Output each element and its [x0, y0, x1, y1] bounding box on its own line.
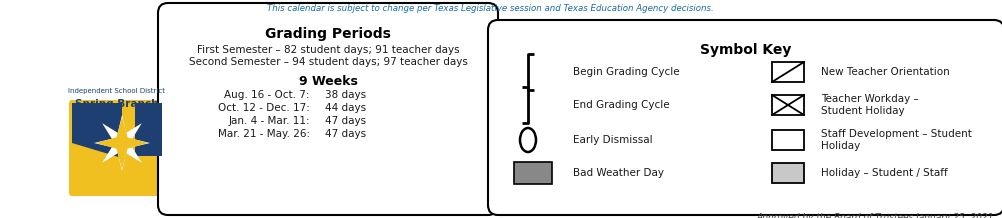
Bar [772, 62, 804, 82]
Bar [514, 162, 552, 184]
Bar [772, 163, 804, 183]
Polygon shape [72, 103, 122, 158]
Bar [772, 95, 804, 115]
Text: Spring Branch: Spring Branch [75, 99, 158, 109]
Text: Symbol Key: Symbol Key [700, 43, 792, 57]
Text: New Teacher Orientation: New Teacher Orientation [821, 67, 950, 77]
Polygon shape [96, 117, 148, 169]
Text: First Semester – 82 student days; 91 teacher days: First Semester – 82 student days; 91 tea… [196, 45, 459, 55]
Polygon shape [135, 103, 162, 156]
Text: 47 days: 47 days [325, 116, 366, 126]
Text: Second Semester – 94 student days; 97 teacher days: Second Semester – 94 student days; 97 te… [188, 57, 468, 67]
FancyBboxPatch shape [488, 20, 1002, 215]
FancyBboxPatch shape [158, 3, 498, 215]
Text: Staff Development – Student
Holiday: Staff Development – Student Holiday [821, 129, 972, 151]
Text: Bad Weather Day: Bad Weather Day [573, 168, 664, 178]
Text: Jan. 4 - Mar. 11:: Jan. 4 - Mar. 11: [228, 116, 310, 126]
Text: This calendar is subject to change per Texas Legislative session and Texas Educa: This calendar is subject to change per T… [267, 4, 713, 13]
Text: Holiday – Student / Staff: Holiday – Student / Staff [821, 168, 948, 178]
Bar [772, 130, 804, 150]
Text: 47 days: 47 days [325, 129, 366, 139]
Text: Begin Grading Cycle: Begin Grading Cycle [573, 67, 679, 77]
Text: 38 days: 38 days [325, 90, 366, 100]
FancyBboxPatch shape [69, 100, 165, 196]
Text: Approved by the Board of Trustees January 25, 2021: Approved by the Board of Trustees Januar… [757, 213, 994, 218]
Text: Teacher Workday –
Student Holiday: Teacher Workday – Student Holiday [821, 94, 919, 116]
Text: Grading Periods: Grading Periods [266, 27, 391, 41]
Text: Oct. 12 - Dec. 17:: Oct. 12 - Dec. 17: [218, 103, 310, 113]
Ellipse shape [520, 128, 536, 152]
Text: Independent School District: Independent School District [68, 88, 165, 94]
Text: End Grading Cycle: End Grading Cycle [573, 100, 669, 110]
Polygon shape [94, 115, 150, 171]
Text: Mar. 21 - May. 26:: Mar. 21 - May. 26: [217, 129, 310, 139]
Text: Early Dismissal: Early Dismissal [573, 135, 652, 145]
Text: 9 Weeks: 9 Weeks [299, 75, 358, 88]
Text: Aug. 16 - Oct. 7:: Aug. 16 - Oct. 7: [224, 90, 310, 100]
Text: 44 days: 44 days [325, 103, 366, 113]
